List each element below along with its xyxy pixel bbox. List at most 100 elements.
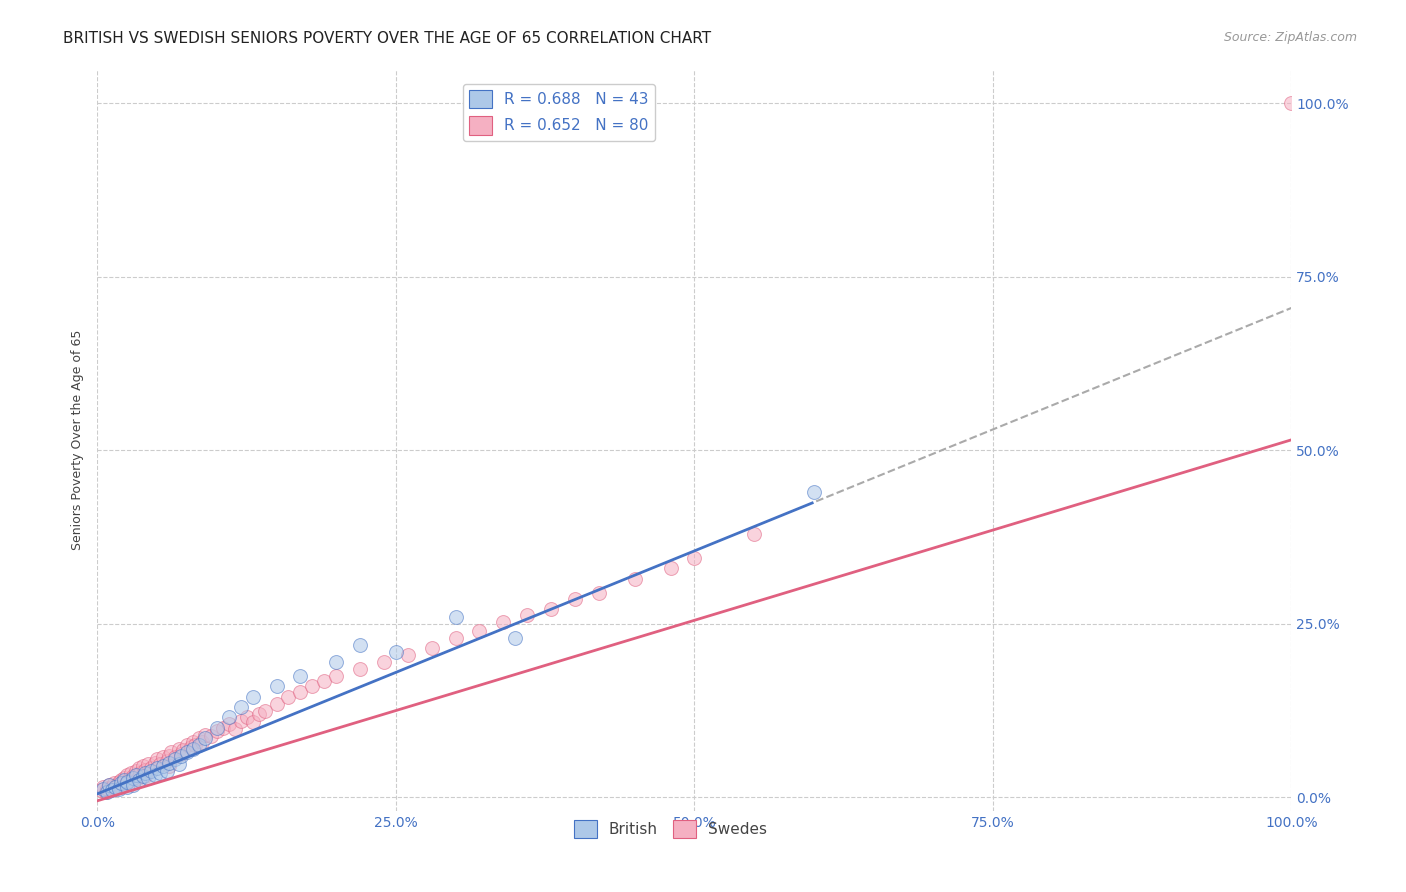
Point [136,771,159,785]
Point [181,735,204,749]
Point [167,756,190,771]
Point [194,731,217,746]
Point [143,768,166,782]
Point [742,526,765,541]
Point [122,771,145,785]
Point [385,644,408,658]
Point [205,724,228,739]
Point [98,783,121,797]
Point [218,717,240,731]
Point [157,759,180,773]
Point [325,655,347,669]
Point [152,759,174,773]
Point [128,772,150,787]
Point [117,772,139,787]
Point [128,761,150,775]
Point [112,771,135,785]
Point [105,778,128,792]
Point [143,756,166,770]
Point [127,771,149,785]
Point [141,761,163,775]
Point [148,766,170,780]
Point [146,761,169,775]
Point [98,778,121,792]
Point [157,748,180,763]
Point [683,550,706,565]
Point [180,740,202,755]
Point [194,728,217,742]
Point [110,776,132,790]
Point [167,741,190,756]
Point [266,679,288,693]
Point [176,745,198,759]
Point [134,769,156,783]
Point [94,785,117,799]
Point [468,624,491,638]
Point [176,738,198,752]
Point [588,585,610,599]
Point [184,738,207,752]
Point [1279,96,1302,111]
Point [103,776,125,790]
Point [93,780,115,794]
Point [117,775,139,789]
Point [156,764,179,778]
Point [564,592,586,607]
Point [200,729,222,743]
Point [229,714,252,728]
Point [104,781,127,796]
Point [132,769,155,783]
Point [170,748,193,763]
Point [349,638,371,652]
Point [132,759,155,773]
Point [277,690,299,704]
Point [242,690,264,704]
Legend: British, Swedes: British, Swedes [568,814,773,845]
Point [152,750,174,764]
Point [659,561,682,575]
Point [117,780,139,794]
Point [104,780,127,794]
Point [134,766,156,780]
Point [349,662,371,676]
Point [420,641,443,656]
Point [120,766,142,780]
Point [301,679,323,693]
Point [224,723,246,737]
Point [98,778,121,792]
Point [205,721,228,735]
Point [112,772,135,787]
Point [492,615,515,630]
Point [373,655,395,669]
Point [96,785,118,799]
Point [235,710,257,724]
Point [100,783,122,797]
Point [122,775,145,789]
Point [110,772,132,787]
Point [157,756,180,770]
Point [108,775,131,789]
Point [172,743,194,757]
Point [134,763,156,777]
Point [170,747,193,762]
Point [325,669,347,683]
Point [136,756,159,771]
Point [266,697,288,711]
Point [146,752,169,766]
Point [181,741,204,756]
Point [124,768,146,782]
Point [290,685,312,699]
Point [803,484,825,499]
Point [93,781,115,796]
Point [124,764,146,778]
Point [122,769,145,783]
Point [160,745,183,759]
Point [242,715,264,730]
Point [229,700,252,714]
Point [396,648,419,662]
Text: Source: ZipAtlas.com: Source: ZipAtlas.com [1223,31,1357,45]
Point [247,706,270,721]
Point [148,756,170,771]
Point [444,631,467,645]
Point [108,781,131,796]
